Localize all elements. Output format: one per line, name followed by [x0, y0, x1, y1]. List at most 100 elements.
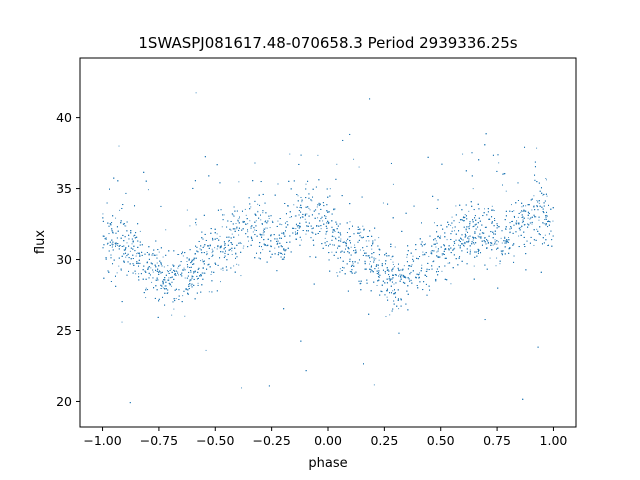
data-point [386, 288, 388, 290]
data-point [472, 239, 474, 241]
data-point [118, 145, 120, 147]
data-point [116, 245, 118, 247]
data-point [451, 222, 453, 224]
data-point [306, 213, 308, 215]
data-point [308, 193, 310, 195]
data-point [143, 171, 145, 173]
data-point [310, 225, 312, 227]
data-point [392, 267, 394, 269]
data-point [211, 252, 213, 254]
data-point [436, 251, 438, 253]
data-point [335, 178, 337, 180]
data-point [438, 237, 440, 239]
data-point [265, 220, 267, 222]
data-point [411, 264, 413, 266]
data-point [242, 220, 244, 222]
data-point [538, 219, 540, 221]
data-point [220, 268, 222, 270]
data-point [151, 281, 153, 283]
data-point [116, 237, 118, 239]
data-point [473, 265, 475, 267]
data-point [485, 226, 487, 228]
data-point [182, 255, 184, 257]
data-point [422, 251, 424, 253]
data-point [415, 249, 417, 251]
data-point [364, 263, 366, 265]
data-point [305, 233, 307, 235]
data-point [236, 228, 238, 230]
data-point [378, 237, 380, 239]
data-point [268, 215, 270, 217]
data-point [278, 234, 280, 236]
data-point [324, 215, 326, 217]
data-point [112, 263, 114, 265]
data-point [110, 224, 112, 226]
data-point [200, 291, 202, 293]
data-point [334, 208, 336, 210]
data-point [163, 266, 165, 268]
data-point [437, 199, 439, 201]
data-point [450, 224, 452, 226]
data-point [493, 210, 495, 212]
data-point [247, 231, 249, 233]
data-point [371, 253, 373, 255]
data-point [173, 265, 175, 267]
data-point [535, 216, 537, 218]
data-point [238, 234, 240, 236]
data-point [241, 387, 243, 389]
data-point [349, 270, 351, 272]
data-point [464, 243, 466, 245]
data-point [230, 267, 232, 269]
data-point [534, 179, 536, 181]
data-point [174, 270, 176, 272]
data-point [219, 257, 221, 259]
data-point [552, 220, 554, 222]
data-point [466, 218, 468, 220]
data-point [195, 218, 197, 220]
data-point [226, 269, 228, 271]
data-point [111, 246, 113, 248]
data-point [392, 268, 394, 270]
data-point [335, 238, 337, 240]
data-point [287, 205, 289, 207]
data-point [147, 189, 149, 191]
data-point [232, 223, 234, 225]
data-point [134, 237, 136, 239]
data-point [316, 206, 318, 208]
data-point [331, 235, 333, 237]
data-point [369, 263, 371, 265]
data-point [318, 213, 320, 215]
data-point [339, 268, 341, 270]
data-point [441, 270, 443, 272]
data-point [167, 265, 169, 267]
data-point [545, 193, 547, 195]
data-point [394, 246, 396, 248]
data-point [360, 231, 362, 233]
data-point [524, 146, 526, 148]
data-point [452, 267, 454, 269]
data-point [277, 183, 279, 185]
data-point [126, 221, 128, 223]
data-point [130, 232, 132, 234]
data-point [452, 227, 454, 229]
data-point [333, 236, 335, 238]
data-point [547, 244, 549, 246]
data-point [469, 249, 471, 251]
data-point [509, 247, 511, 249]
data-point [145, 287, 147, 289]
data-point [469, 223, 471, 225]
data-point [543, 212, 545, 214]
data-point [224, 244, 226, 246]
data-point [474, 231, 476, 233]
data-point [177, 274, 179, 276]
data-point [317, 154, 319, 156]
data-point [112, 243, 114, 245]
data-point [142, 278, 144, 280]
data-point [105, 237, 107, 239]
data-point [520, 211, 522, 213]
data-point [397, 289, 399, 291]
data-point [139, 230, 141, 232]
data-point [202, 278, 204, 280]
data-point [543, 242, 545, 244]
data-point [190, 284, 192, 286]
